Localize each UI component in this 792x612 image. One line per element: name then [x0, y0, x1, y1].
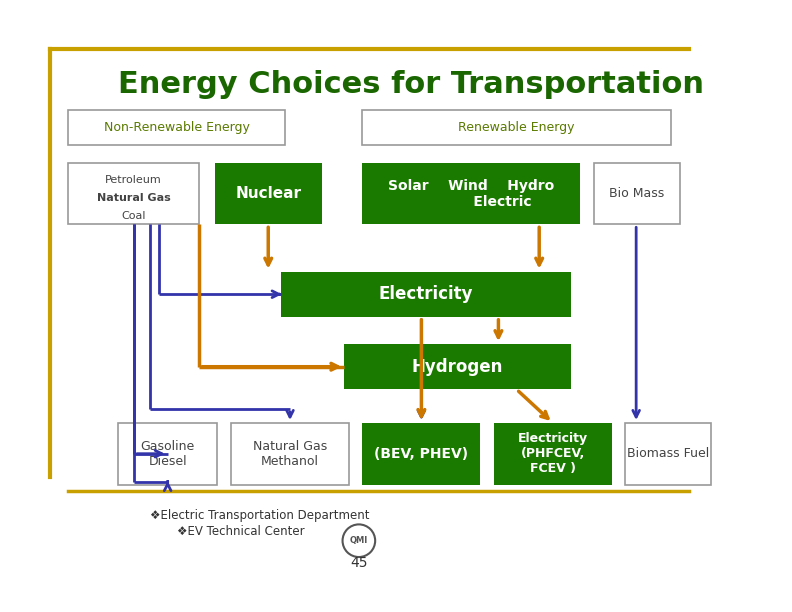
Text: Natural Gas: Natural Gas — [97, 193, 170, 203]
Text: Biomass Fuel: Biomass Fuel — [627, 447, 710, 460]
FancyBboxPatch shape — [68, 163, 200, 225]
Text: Renewable Energy: Renewable Energy — [459, 121, 575, 134]
Text: Electricity: Electricity — [379, 285, 473, 303]
Text: Energy Choices for Transportation: Energy Choices for Transportation — [118, 70, 704, 99]
FancyBboxPatch shape — [363, 163, 580, 225]
Text: (BEV, PHEV): (BEV, PHEV) — [375, 447, 468, 461]
Text: Non-Renewable Energy: Non-Renewable Energy — [104, 121, 249, 134]
Text: 45: 45 — [350, 556, 367, 570]
FancyBboxPatch shape — [231, 423, 349, 485]
Text: ❖Electric Transportation Department: ❖Electric Transportation Department — [150, 509, 369, 522]
Text: Gasoline
Diesel: Gasoline Diesel — [140, 439, 195, 468]
Text: Bio Mass: Bio Mass — [609, 187, 664, 200]
FancyBboxPatch shape — [215, 163, 322, 225]
FancyBboxPatch shape — [494, 423, 611, 485]
FancyBboxPatch shape — [363, 110, 671, 144]
FancyBboxPatch shape — [593, 163, 680, 225]
Text: Solar    Wind    Hydro
             Electric: Solar Wind Hydro Electric — [388, 179, 554, 209]
FancyBboxPatch shape — [363, 423, 480, 485]
Text: Petroleum: Petroleum — [105, 176, 162, 185]
Text: Nuclear: Nuclear — [235, 186, 301, 201]
FancyBboxPatch shape — [68, 110, 285, 144]
Text: Coal: Coal — [121, 211, 146, 221]
Text: ❖EV Technical Center: ❖EV Technical Center — [177, 525, 304, 539]
Text: QMI: QMI — [350, 536, 368, 545]
FancyBboxPatch shape — [281, 272, 571, 317]
Text: Hydrogen: Hydrogen — [412, 358, 504, 376]
FancyBboxPatch shape — [345, 344, 571, 389]
FancyBboxPatch shape — [626, 423, 711, 485]
Text: Electricity
(PHFCEV,
FCEV ): Electricity (PHFCEV, FCEV ) — [518, 432, 588, 475]
FancyBboxPatch shape — [118, 423, 218, 485]
Text: Natural Gas
Methanol: Natural Gas Methanol — [253, 439, 327, 468]
